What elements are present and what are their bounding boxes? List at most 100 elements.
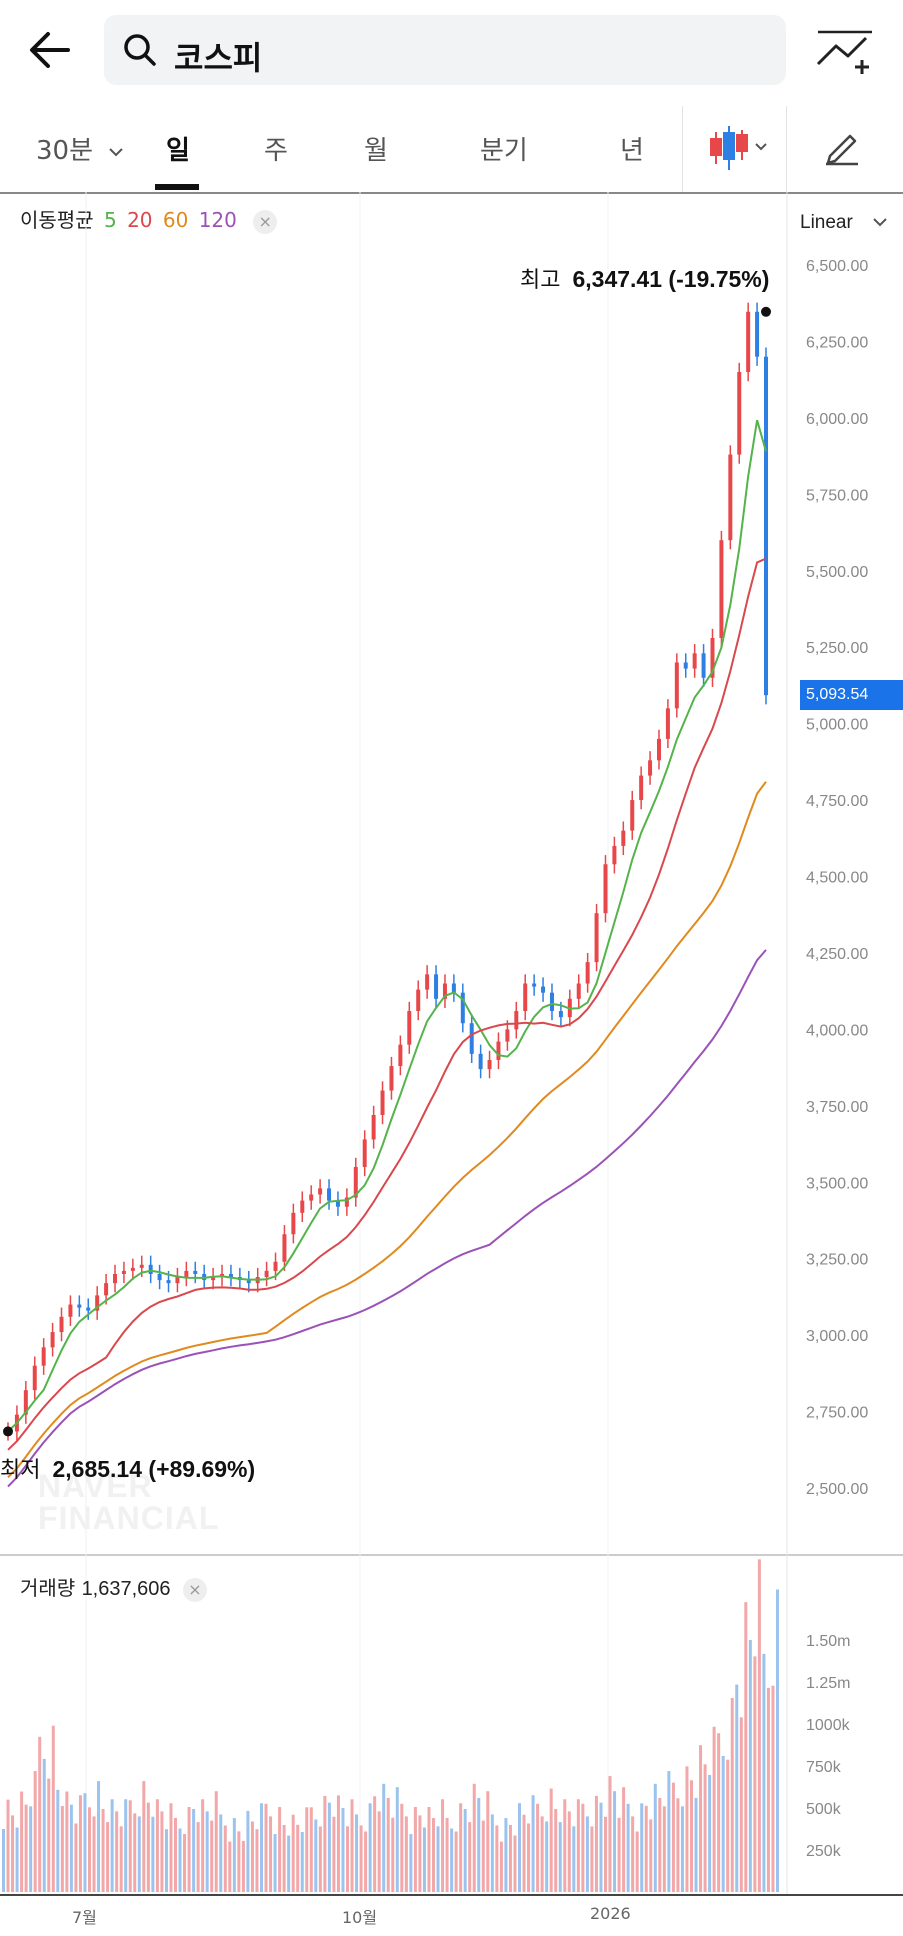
volume-bars — [2, 1559, 779, 1892]
pencil-icon[interactable] — [822, 126, 862, 171]
candle-body — [701, 653, 706, 678]
candle-body — [335, 1200, 340, 1207]
volume-bar — [413, 1806, 417, 1892]
volume-bar — [604, 1816, 607, 1892]
candle-body — [621, 830, 626, 846]
close-ma-icon[interactable]: × — [253, 209, 278, 234]
candle-body — [576, 983, 581, 999]
candle-body — [139, 1264, 144, 1268]
candle-body — [639, 775, 644, 801]
volume-bar — [119, 1826, 123, 1892]
volume-bar — [748, 1640, 752, 1892]
volume-bar — [486, 1791, 490, 1892]
volume-bar — [712, 1726, 716, 1892]
volume-label: 거래량 — [20, 1576, 76, 1600]
add-compare-chart-icon[interactable] — [816, 24, 874, 76]
close-volume-icon[interactable]: × — [182, 1577, 207, 1602]
volume-bar — [418, 1815, 422, 1892]
volume-bar — [282, 1824, 286, 1892]
volume-bar — [273, 1834, 277, 1892]
volume-bar — [441, 1799, 445, 1892]
volume-bar — [214, 1791, 218, 1892]
tab-30min[interactable]: 30분 — [36, 130, 125, 167]
candle-body — [692, 653, 697, 669]
volume-bar — [495, 1825, 499, 1892]
candle-body — [86, 1307, 91, 1311]
volume-tick-label: 250k — [806, 1843, 842, 1860]
tab-divider — [786, 106, 787, 192]
active-tab-indicator — [155, 184, 199, 190]
volume-bar — [128, 1800, 132, 1892]
tab-quarter[interactable]: 분기 — [480, 136, 528, 166]
volume-bar — [436, 1826, 440, 1892]
volume-bar — [459, 1803, 463, 1892]
candle-body — [496, 1041, 501, 1060]
volume-bar — [563, 1799, 567, 1892]
volume-bar — [327, 1802, 331, 1892]
candle-body — [32, 1365, 37, 1391]
volume-bar — [391, 1817, 395, 1892]
volume-bar — [427, 1806, 431, 1892]
ma60-line — [7, 781, 767, 1479]
volume-bar — [373, 1796, 377, 1892]
candle-body — [719, 540, 724, 639]
volume-bar — [445, 1817, 449, 1892]
volume-bar — [617, 1817, 621, 1892]
x-tick-oct: 10월 — [342, 1908, 378, 1927]
candle-body — [469, 1023, 474, 1054]
volume-bar — [572, 1826, 576, 1892]
candle-body — [59, 1316, 64, 1333]
volume-bar — [608, 1776, 612, 1892]
candle-type-icon[interactable] — [706, 124, 772, 177]
ma20-line — [7, 557, 767, 1451]
volume-bar — [472, 1783, 476, 1892]
volume-bar — [196, 1822, 200, 1892]
volume-bar — [382, 1783, 386, 1892]
extreme-markers — [3, 306, 771, 1437]
volume-legend: 거래량 1,637,606 × — [20, 1572, 207, 1602]
tab-month[interactable]: 월 — [364, 136, 388, 166]
price-tick-label: 4,000.00 — [806, 1022, 868, 1039]
volume-bar — [314, 1819, 318, 1892]
current-price-label: 5,093.54 — [800, 680, 903, 710]
search-bar[interactable]: 코스피 — [104, 15, 786, 85]
volume-bar — [730, 1697, 734, 1892]
candle-body — [683, 662, 688, 669]
volume-bar — [15, 1827, 19, 1892]
volume-bar — [717, 1733, 721, 1892]
volume-bar — [590, 1826, 594, 1892]
scale-selector[interactable]: Linear — [800, 212, 888, 234]
volume-tick-label: 1.25m — [806, 1675, 850, 1692]
candle-body — [549, 992, 554, 1012]
time-axis: 7월 10월 2026 — [0, 1894, 903, 1936]
candle-body — [407, 1011, 412, 1045]
tab-week[interactable]: 주 — [264, 136, 288, 166]
volume-bar — [219, 1814, 223, 1892]
volume-bar — [106, 1822, 110, 1892]
volume-bar — [24, 1804, 28, 1892]
volume-bar — [726, 1759, 730, 1892]
volume-bar — [336, 1795, 340, 1892]
tab-year[interactable]: 년 — [620, 136, 644, 166]
candle-body — [184, 1270, 189, 1278]
volume-bar — [508, 1824, 512, 1892]
volume-bar — [178, 1828, 182, 1892]
back-arrow-icon[interactable] — [24, 22, 80, 78]
price-tick-label: 6,250.00 — [806, 334, 868, 351]
tab-day[interactable]: 일 — [166, 136, 190, 166]
volume-bar — [422, 1827, 426, 1892]
volume-bar — [450, 1828, 454, 1892]
volume-bar — [341, 1808, 345, 1892]
ma-legend-label: 이동평균 — [20, 208, 94, 232]
volume-bar — [699, 1745, 703, 1892]
ma20-label: 20 — [127, 208, 153, 232]
volume-bar — [332, 1816, 336, 1892]
price-chart[interactable]: 6,500.00 6,250.00 6,000.00 5,750.00 5,500.00… — [0, 0, 903, 1894]
volume-bar — [38, 1736, 42, 1892]
candle-body — [523, 983, 528, 1012]
volume-bar — [581, 1803, 585, 1892]
volume-bar — [142, 1781, 146, 1892]
volume-bar — [531, 1795, 535, 1892]
volume-tick-label: 500k — [806, 1801, 842, 1818]
candle-body — [157, 1273, 162, 1281]
